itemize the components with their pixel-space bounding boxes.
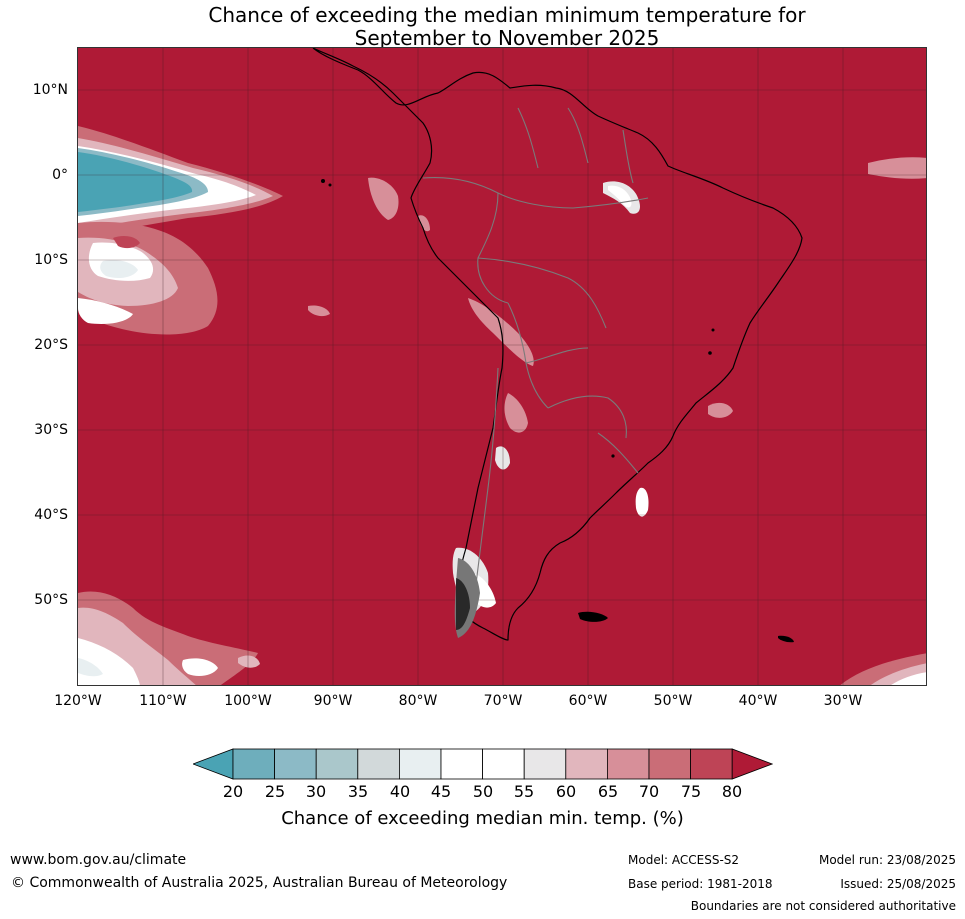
colorbar-segment xyxy=(398,748,442,780)
map-svg xyxy=(78,48,926,685)
colorbar-tick: 55 xyxy=(513,782,535,801)
colorbar-tick: 60 xyxy=(555,782,577,801)
latitude-label-30s: 30°S xyxy=(34,422,68,438)
south-georgia xyxy=(778,635,794,643)
country-borders xyxy=(422,107,649,609)
colorbar-segment xyxy=(690,748,733,780)
colorbar-segment xyxy=(606,748,650,780)
latitude-label-10s: 10°S xyxy=(34,252,68,268)
colorbar-tick: 65 xyxy=(597,782,619,801)
southeast-pacific-anomaly xyxy=(78,591,260,685)
colorbar-tick: 75 xyxy=(680,782,702,801)
longitude-label-60w: 60°W xyxy=(568,693,608,709)
colorbar-label: Chance of exceeding median min. temp. (%… xyxy=(0,808,965,830)
falkland-islands xyxy=(578,611,608,622)
base-period-text: Base period: 1981-2018 xyxy=(628,877,773,891)
longitude-label-110w: 110°W xyxy=(139,693,187,709)
longitude-label-80w: 80°W xyxy=(398,693,438,709)
colorbar-segment xyxy=(523,748,567,780)
colorbar xyxy=(193,748,773,780)
latitude-label-10n: 10°N xyxy=(32,82,68,98)
pacific-anomaly-region xyxy=(78,126,430,335)
latitude-label-40s: 40°S xyxy=(34,507,68,523)
colorbar-tick: 45 xyxy=(430,782,452,801)
colorbar-segment xyxy=(357,748,400,780)
website-link[interactable]: www.bom.gov.au/climate xyxy=(10,852,187,868)
colorbar-segment xyxy=(482,748,525,780)
graticule xyxy=(78,48,926,685)
map-panel xyxy=(77,47,927,686)
colorbar-segment xyxy=(274,748,317,780)
disclaimer-text: Boundaries are not considered authoritat… xyxy=(690,899,956,913)
colorbar-tick: 50 xyxy=(472,782,494,801)
latitude-label-50s: 50°S xyxy=(34,592,68,608)
chart-title-line-2: September to November 2025 xyxy=(354,26,660,50)
longitude-label-70w: 70°W xyxy=(483,693,523,709)
longitude-label-90w: 90°W xyxy=(313,693,353,709)
copyright-text: © Commonwealth of Australia 2025, Austra… xyxy=(11,875,508,891)
chilean-archipelago xyxy=(454,558,480,638)
colorbar-tick: 25 xyxy=(264,782,286,801)
colorbar-segment xyxy=(315,748,359,780)
model-run-text: Model run: 23/08/2025 xyxy=(818,853,956,867)
model-text: Model: ACCESS-S2 xyxy=(628,853,740,867)
colorbar-extend-high xyxy=(731,748,773,780)
colorbar-tick: 35 xyxy=(347,782,369,801)
colorbar-tick: 40 xyxy=(389,782,411,801)
small-islands xyxy=(321,179,715,458)
chart-title-line-1: Chance of exceeding the median minimum t… xyxy=(208,3,806,27)
latitude-label-equator: 0° xyxy=(52,167,68,183)
colorbar-tick: 70 xyxy=(638,782,660,801)
colorbar-segments xyxy=(193,748,773,780)
colorbar-extend-low xyxy=(193,748,234,780)
colorbar-segment xyxy=(232,748,275,780)
longitude-label-40w: 40°W xyxy=(738,693,778,709)
longitude-label-50w: 50°W xyxy=(653,693,693,709)
issued-text: Issued: 25/08/2025 xyxy=(840,877,956,891)
colorbar-tick: 30 xyxy=(305,782,327,801)
longitude-label-120w: 120°W xyxy=(54,693,102,709)
longitude-label-100w: 100°W xyxy=(224,693,272,709)
latitude-label-20s: 20°S xyxy=(34,337,68,353)
colorbar-segment xyxy=(648,748,691,780)
colorbar-tick: 20 xyxy=(222,782,244,801)
colorbar-label-text: Chance of exceeding median min. temp. (%… xyxy=(281,808,684,829)
colorbar-segment xyxy=(440,748,483,780)
colorbar-segment xyxy=(565,748,608,780)
south-america-coastline xyxy=(312,48,803,641)
longitude-label-30w: 30°W xyxy=(823,693,863,709)
south-atlantic-anomaly xyxy=(708,157,926,685)
colorbar-tick: 80 xyxy=(721,782,743,801)
